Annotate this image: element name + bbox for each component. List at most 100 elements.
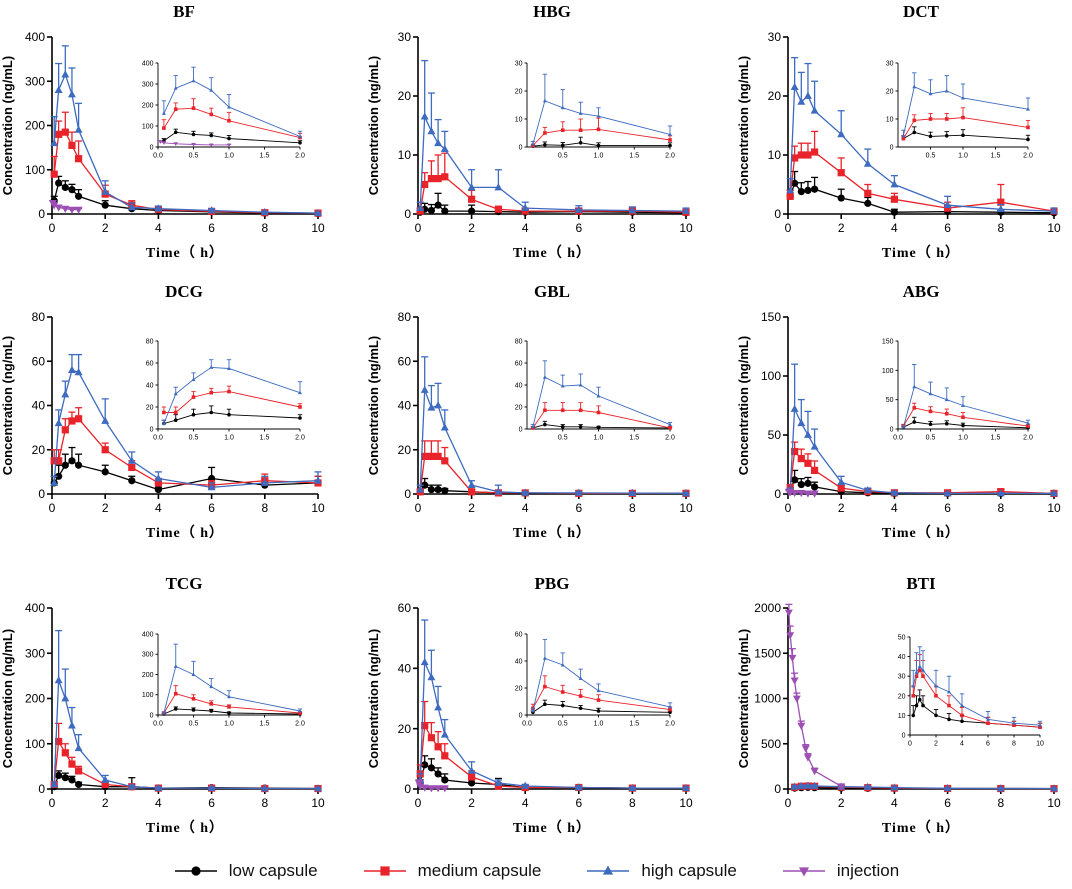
chart-tcg-inset-point-low-capsule — [191, 708, 196, 712]
chart-pbg-x-tick-label: 0 — [415, 796, 422, 810]
chart-gbl-point-high-capsule — [628, 488, 637, 496]
chart-gbl-inset-x-tick-label: 0.5 — [558, 435, 568, 442]
chart-tcg-inset-point-high-capsule — [298, 708, 302, 713]
chart-dcg-point-high-capsule — [260, 478, 269, 486]
chart-abg-point-high-capsule — [797, 418, 806, 427]
chart-pbg-inset-point-medium-capsule — [578, 694, 583, 698]
chart-dcg-x-tick-label: 4 — [155, 501, 162, 515]
chart-bti-inset-point-medium-capsule — [947, 703, 951, 708]
chart-pbg-x-tick-label: 10 — [679, 796, 693, 810]
chart-abg-point-injection — [797, 489, 806, 498]
chart-hbg-inset-y-tick-label: 10 — [515, 116, 523, 123]
chart-dct-point-high-capsule — [786, 186, 795, 194]
chart-tcg-point-medium-capsule — [68, 760, 76, 768]
chart-bf-inset-series-medium-capsule — [161, 98, 303, 140]
chart-dcg-point-low-capsule — [68, 457, 76, 465]
chart-bf-inset-point-high-capsule — [161, 111, 166, 115]
chart-hbg-inset-line-low-capsule — [532, 142, 670, 147]
chart-tcg-series-medium-capsule — [50, 722, 322, 793]
chart-dcg-inset-point-high-capsule — [209, 365, 214, 369]
chart-bf-inset-x-tick-label: 2.0 — [295, 153, 305, 160]
chart-bf-inset-point-injection — [191, 143, 196, 147]
chart-bti-point-injection — [790, 677, 799, 685]
chart-tcg-x-tick-label: 6 — [208, 796, 215, 810]
chart-gbl-axes: 0 2 4 6 8 10 0 20 40 60 80 — [398, 310, 693, 515]
chart-bf-inset-point-medium-capsule — [191, 106, 196, 110]
chart-tcg-point-high-capsule — [260, 784, 269, 792]
chart-bf-inset-x-tick-label: 1.5 — [260, 153, 270, 160]
chart-tcg-point-medium-capsule — [75, 767, 83, 775]
chart-bti-inset-axes: 0 2 4 6 8 10 0 10 20 30 40 50 — [898, 634, 1044, 747]
chart-dcg-inset-point-high-capsule — [161, 421, 166, 425]
chart-tcg-inset-x-tick-label: 1.5 — [260, 721, 270, 728]
chart-dcg-y-tick-label: 80 — [32, 310, 46, 324]
chart-bf-inset-point-medium-capsule — [209, 112, 214, 117]
chart-dcg-inset-point-medium-capsule — [162, 410, 166, 415]
chart-hbg-point-medium-capsule — [468, 195, 476, 203]
chart-bti-inset-point-low-capsule — [921, 703, 925, 708]
chart-dcg-axes: 0 2 4 6 8 10 0 20 40 60 80 — [32, 310, 325, 515]
chart-hbg-inset-x-tick-label: 2.0 — [665, 153, 675, 160]
chart-tcg-title: TCG — [166, 574, 203, 593]
chart-gbl-inset-background — [527, 337, 674, 429]
chart-hbg-inset-point-high-capsule — [668, 132, 672, 136]
chart-pbg-inset-point-low-capsule — [578, 706, 583, 711]
chart-hbg-title: HBG — [533, 2, 571, 21]
chart-pbg-y-tick-label: 60 — [398, 601, 412, 615]
chart-bti-y-tick-label: 500 — [761, 737, 781, 751]
chart-pbg-inset-x-tick-label: 1.0 — [594, 721, 604, 728]
chart-bti-inset-point-medium-capsule — [960, 713, 964, 718]
chart-hbg-inset-point-low-capsule — [668, 143, 672, 148]
chart-hbg-x-tick-label: 4 — [522, 221, 529, 235]
chart-tcg-inset-point-high-capsule — [209, 684, 214, 689]
chart-abg-x-tick-label: 0 — [785, 501, 792, 515]
chart-dct-inset-point-low-capsule — [1026, 137, 1030, 142]
chart-dcg-inset-point-medium-capsule — [173, 410, 178, 415]
chart-bti-inset-point-high-capsule — [947, 689, 951, 694]
legend-symbol-low-capsule — [191, 866, 201, 876]
chart-pbg-point-high-capsule — [467, 766, 476, 774]
chart-gbl-point-high-capsule — [440, 423, 449, 431]
chart-hbg-inset-series-high-capsule — [530, 73, 673, 146]
chart-bti-line-injection — [788, 612, 842, 787]
chart-abg-y-tick-label: 50 — [768, 428, 782, 442]
legend-item-medium-capsule: medium capsule — [362, 861, 541, 881]
chart-bf-point-high-capsule — [101, 187, 110, 195]
chart-bti-inset-point-low-capsule — [914, 703, 919, 708]
chart-bti-inset-series-high-capsule — [911, 646, 1043, 727]
chart-dct-x-tick-label: 6 — [944, 221, 951, 235]
chart-dcg-point-high-capsule — [67, 365, 76, 373]
chart-dct-point-medium-capsule — [944, 204, 952, 212]
chart-abg-point-high-capsule — [790, 404, 799, 412]
chart-bti-inset-point-low-capsule — [947, 717, 951, 722]
chart-gbl-y-tick-label: 80 — [398, 310, 412, 324]
chart-pbg-point-high-capsule — [682, 783, 690, 791]
chart-pbg-point-medium-capsule — [434, 743, 442, 751]
chart-dct-inset-point-medium-capsule — [944, 117, 949, 121]
chart-bf-inset-line-high-capsule — [163, 80, 301, 137]
chart-hbg-inset-point-low-capsule — [596, 143, 601, 148]
chart-gbl-inset-point-low-capsule — [543, 422, 547, 427]
chart-bf-point-injection — [67, 206, 76, 214]
legend-item-low-capsule: low capsule — [173, 861, 318, 881]
chart-hbg-inset-point-medium-capsule — [543, 131, 547, 135]
chart-dct-point-high-capsule — [863, 159, 872, 167]
chart-dct-inset-point-medium-capsule — [928, 117, 933, 121]
chart-gbl-point-low-capsule — [441, 487, 449, 495]
chart-pbg-xlabel: Time（ h） — [513, 820, 591, 836]
chart-dcg-point-high-capsule — [101, 416, 110, 424]
chart-dcg-inset-point-medium-capsule — [191, 395, 196, 399]
chart-bf-inset-series-injection — [158, 140, 232, 148]
chart-bf-x-tick-label: 2 — [102, 221, 109, 235]
chart-bf-inset-point-injection — [173, 142, 178, 147]
chart-dct-point-high-capsule — [810, 106, 819, 114]
chart-hbg-point-low-capsule — [434, 201, 442, 209]
chart-dcg-inset-point-high-capsule — [191, 377, 196, 381]
chart-hbg-point-high-capsule — [521, 203, 530, 211]
chart-bf-inset-point-low-capsule — [209, 133, 214, 138]
chart-bf-series-injection — [48, 200, 83, 214]
chart-bf-title: BF — [173, 2, 195, 21]
chart-bf-y-tick-label: 300 — [25, 74, 45, 88]
chart-bf-point-injection — [54, 204, 63, 212]
chart-bf-inset-point-injection — [161, 141, 166, 145]
